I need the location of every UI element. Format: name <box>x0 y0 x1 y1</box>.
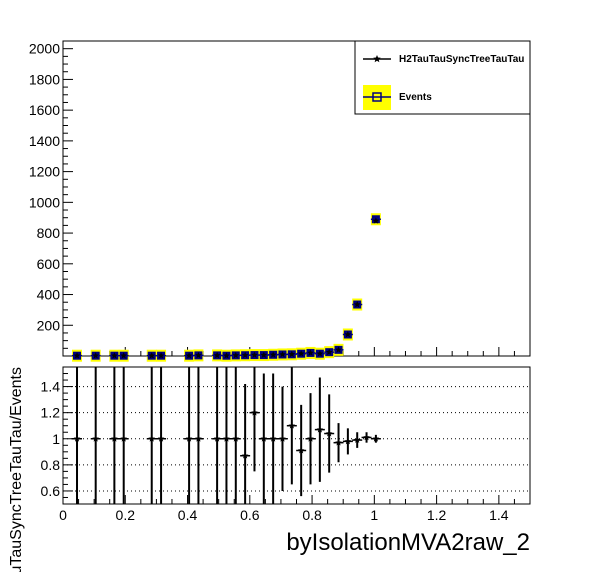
ratio-marker <box>251 409 258 416</box>
y-axis-title: H2TauTauSyncTreeTauTau/Events <box>8 367 25 572</box>
ratio-marker <box>232 435 240 442</box>
ratio-grid <box>63 386 530 492</box>
ratio-marker <box>288 422 296 429</box>
sync-marker <box>325 348 333 355</box>
sync-marker <box>213 351 221 359</box>
sync-marker <box>195 351 202 359</box>
sync-marker <box>279 350 286 358</box>
ratio-marker <box>353 436 361 443</box>
ratio-marker <box>148 435 156 442</box>
ratio-marker <box>241 452 249 459</box>
top-axes: 200 400 600 800 1000 1200 1400 1600 1800 2000 <box>29 40 531 357</box>
ratio-marker <box>279 435 286 442</box>
sync-marker <box>92 352 100 359</box>
ratio-y-tick-label: 1.4 <box>41 379 61 395</box>
ratio-plot-frame <box>62 366 531 505</box>
ratio-marker <box>316 426 324 433</box>
sync-marker <box>157 352 165 359</box>
top-y-tick-label: 600 <box>37 256 61 272</box>
sync-marker <box>269 351 277 358</box>
ratio-x-tick-label: 0.4 <box>178 507 198 523</box>
sync-marker <box>251 351 258 358</box>
ratio-marker <box>297 447 305 454</box>
ratio-marker <box>260 435 268 442</box>
ratio-marker <box>344 437 352 445</box>
ratio-marker <box>185 435 193 442</box>
ratio-marker <box>269 435 277 442</box>
ratio-y-tick-label: 1 <box>52 431 60 447</box>
sync-marker <box>316 350 324 357</box>
ratio-x-tick-label: 0.2 <box>116 507 136 523</box>
ratio-x-tick-label: 1 <box>370 507 378 523</box>
sync-marker <box>335 346 342 353</box>
top-y-tick-label: 800 <box>37 225 61 241</box>
sync-marker <box>344 330 352 338</box>
ratio-marker <box>335 439 342 446</box>
ratio-marker <box>195 435 202 442</box>
ratio-x-tick-label: 0 <box>59 507 67 523</box>
top-y-tick-label: 1400 <box>29 133 60 149</box>
sync-marker <box>260 351 268 358</box>
sync-marker <box>232 351 240 359</box>
sync-marker <box>148 352 156 359</box>
sync-marker <box>307 349 314 356</box>
sync-marker <box>111 352 118 359</box>
ratio-x-tick-label: 0.6 <box>240 507 260 523</box>
ratio-axes: 0.6 0.8 1 1.2 1.4 0 0.2 0.4 0.6 0.8 1 1.2 1.4 <box>41 366 531 523</box>
x-axis-title: byIsolationMVA2raw_2 <box>286 529 530 556</box>
ratio-marker <box>363 433 370 441</box>
sync-marker <box>241 351 249 359</box>
sync-marker <box>297 350 305 357</box>
ratio-marker <box>307 435 314 442</box>
ratio-x-tick-label: 1.4 <box>489 507 509 523</box>
ratio-marker <box>157 435 165 442</box>
legend-label-1: Events <box>399 92 432 103</box>
ratio-data <box>72 367 381 504</box>
sync-marker <box>120 352 128 359</box>
sync-marker <box>372 217 380 224</box>
sync-marker <box>223 352 230 359</box>
sync-marker <box>288 350 296 358</box>
ratio-marker <box>372 435 380 442</box>
sync-marker <box>353 301 361 308</box>
legend-entry-1: Events <box>363 85 432 110</box>
legend-star-marker <box>373 55 381 63</box>
top-y-tick-label: 1800 <box>29 71 60 87</box>
ratio-x-tick-label: 1.2 <box>427 507 447 523</box>
legend-label-0: H2TauTauSyncTreeTauTau <box>399 54 524 65</box>
ratio-y-tick-label: 0.6 <box>41 483 61 499</box>
ratio-y-tick-label: 0.8 <box>41 457 61 473</box>
top-y-tick-label: 2000 <box>29 41 60 57</box>
sync-marker <box>73 352 81 359</box>
top-y-tick-label: 400 <box>37 287 61 303</box>
ratio-marker <box>213 435 221 442</box>
ratio-x-tick-label: 0.8 <box>302 507 322 523</box>
legend-entry-0: H2TauTauSyncTreeTauTau <box>363 54 524 65</box>
legend: H2TauTauSyncTreeTauTau Events <box>354 40 531 115</box>
ratio-marker <box>325 430 333 437</box>
ratio-marker <box>120 435 128 442</box>
sync-marker <box>185 352 193 359</box>
ratio-marker <box>223 435 230 442</box>
legend-square-marker <box>372 92 382 102</box>
ratio-marker <box>92 435 100 442</box>
top-y-tick-label: 1000 <box>29 194 60 210</box>
top-data <box>72 213 381 362</box>
ratio-marker <box>111 435 118 442</box>
top-y-tick-label: 1200 <box>29 164 60 180</box>
ratio-y-tick-label: 1.2 <box>41 405 61 421</box>
top-y-tick-label: 200 <box>37 317 61 333</box>
top-y-tick-label: 1600 <box>29 102 60 118</box>
ratio-marker <box>73 435 81 442</box>
